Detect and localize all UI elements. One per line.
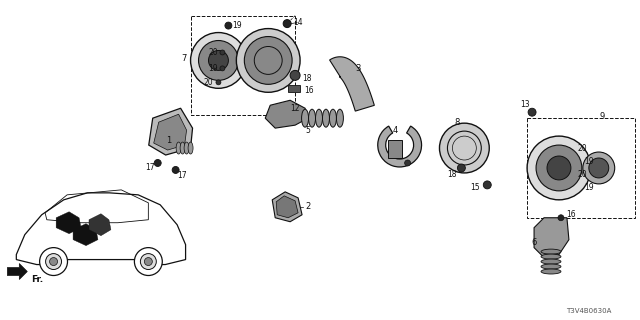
Text: 1: 1 — [166, 136, 172, 145]
Ellipse shape — [323, 109, 330, 127]
Polygon shape — [148, 108, 193, 155]
Polygon shape — [276, 196, 298, 218]
Ellipse shape — [176, 142, 181, 154]
Ellipse shape — [316, 109, 323, 127]
Text: 17: 17 — [177, 172, 186, 180]
Text: 13: 13 — [520, 100, 530, 109]
Circle shape — [49, 258, 58, 266]
Text: 8: 8 — [454, 118, 460, 127]
Text: 5: 5 — [306, 126, 310, 135]
Circle shape — [140, 253, 156, 269]
Polygon shape — [330, 57, 374, 111]
Circle shape — [236, 28, 300, 92]
Bar — [191, 16, 295, 115]
Polygon shape — [272, 192, 302, 222]
Circle shape — [583, 152, 614, 184]
Ellipse shape — [541, 249, 561, 254]
Circle shape — [220, 66, 225, 71]
Text: 14: 14 — [293, 18, 303, 27]
Circle shape — [244, 36, 292, 84]
Polygon shape — [56, 212, 81, 234]
Text: 6: 6 — [531, 238, 537, 247]
Polygon shape — [265, 100, 308, 128]
Bar — [388, 140, 402, 158]
Circle shape — [45, 253, 61, 269]
Polygon shape — [73, 224, 98, 246]
Ellipse shape — [337, 109, 344, 127]
Text: 19: 19 — [209, 64, 218, 73]
Polygon shape — [89, 214, 111, 236]
Circle shape — [528, 108, 536, 116]
Circle shape — [589, 158, 609, 178]
Circle shape — [440, 123, 489, 173]
Circle shape — [191, 33, 246, 88]
Polygon shape — [8, 264, 28, 279]
Text: 16: 16 — [566, 210, 576, 219]
Text: Fr.: Fr. — [31, 275, 44, 284]
Polygon shape — [288, 85, 300, 92]
Circle shape — [220, 50, 225, 55]
Ellipse shape — [301, 109, 308, 127]
Ellipse shape — [541, 264, 561, 269]
Text: 19: 19 — [232, 21, 242, 30]
Circle shape — [527, 136, 591, 200]
Text: 20: 20 — [209, 48, 218, 57]
Bar — [527, 118, 635, 218]
Circle shape — [547, 156, 571, 180]
Wedge shape — [378, 126, 422, 167]
Text: 19: 19 — [584, 183, 594, 192]
Text: 20: 20 — [577, 144, 587, 153]
Text: 3: 3 — [355, 64, 360, 73]
Circle shape — [216, 80, 221, 85]
Polygon shape — [534, 218, 569, 258]
Circle shape — [536, 145, 582, 191]
Circle shape — [290, 70, 300, 80]
Text: 7: 7 — [181, 54, 186, 63]
Circle shape — [283, 20, 291, 28]
Circle shape — [40, 248, 67, 276]
Circle shape — [154, 159, 161, 166]
Circle shape — [558, 215, 564, 221]
Text: 19: 19 — [584, 157, 594, 166]
Circle shape — [145, 258, 152, 266]
Ellipse shape — [188, 142, 193, 154]
Ellipse shape — [330, 109, 337, 127]
Circle shape — [134, 248, 163, 276]
Ellipse shape — [541, 269, 561, 274]
Polygon shape — [154, 114, 187, 150]
Text: 20: 20 — [577, 171, 587, 180]
Text: 18: 18 — [302, 74, 312, 83]
Ellipse shape — [308, 109, 316, 127]
Ellipse shape — [541, 259, 561, 264]
Text: 16: 16 — [304, 86, 314, 95]
Circle shape — [404, 160, 411, 166]
Ellipse shape — [180, 142, 185, 154]
Ellipse shape — [541, 254, 561, 259]
Circle shape — [225, 22, 232, 29]
Text: 2: 2 — [305, 202, 310, 211]
Text: 17: 17 — [145, 164, 154, 172]
Circle shape — [198, 41, 238, 80]
Text: 20: 20 — [204, 78, 213, 87]
Circle shape — [209, 51, 228, 70]
Text: 18: 18 — [447, 171, 457, 180]
Text: 4: 4 — [393, 126, 398, 135]
Circle shape — [172, 166, 179, 173]
Ellipse shape — [184, 142, 189, 154]
Text: 12: 12 — [291, 104, 300, 113]
Text: 9: 9 — [599, 112, 604, 121]
Circle shape — [458, 164, 465, 172]
Text: 15: 15 — [470, 183, 480, 192]
Text: T3V4B0630A: T3V4B0630A — [566, 308, 611, 314]
Circle shape — [483, 181, 492, 189]
